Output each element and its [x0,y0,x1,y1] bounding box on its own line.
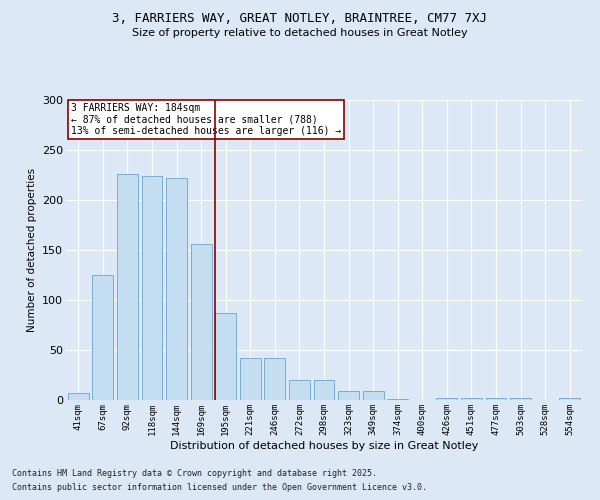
Bar [68,393,89,400]
X-axis label: Distribution of detached houses by size in Great Notley: Distribution of detached houses by size … [170,440,478,450]
Text: 3, FARRIERS WAY, GREAT NOTLEY, BRAINTREE, CM77 7XJ: 3, FARRIERS WAY, GREAT NOTLEY, BRAINTREE… [113,12,487,26]
Bar [510,398,531,400]
Bar [265,358,286,400]
Bar [191,244,212,400]
Bar [559,398,580,400]
Bar [314,380,334,400]
Bar [387,399,408,400]
Text: Contains HM Land Registry data © Crown copyright and database right 2025.: Contains HM Land Registry data © Crown c… [12,468,377,477]
Bar [461,398,482,400]
Bar [436,398,457,400]
Bar [117,174,138,400]
Bar [485,398,506,400]
Bar [289,380,310,400]
Text: Contains public sector information licensed under the Open Government Licence v3: Contains public sector information licen… [12,484,427,492]
Bar [362,391,383,400]
Bar [240,358,261,400]
Bar [338,391,359,400]
Text: 3 FARRIERS WAY: 184sqm
← 87% of detached houses are smaller (788)
13% of semi-de: 3 FARRIERS WAY: 184sqm ← 87% of detached… [71,103,341,136]
Bar [166,178,187,400]
Text: Size of property relative to detached houses in Great Notley: Size of property relative to detached ho… [132,28,468,38]
Bar [142,176,163,400]
Y-axis label: Number of detached properties: Number of detached properties [26,168,37,332]
Bar [215,313,236,400]
Bar [92,275,113,400]
